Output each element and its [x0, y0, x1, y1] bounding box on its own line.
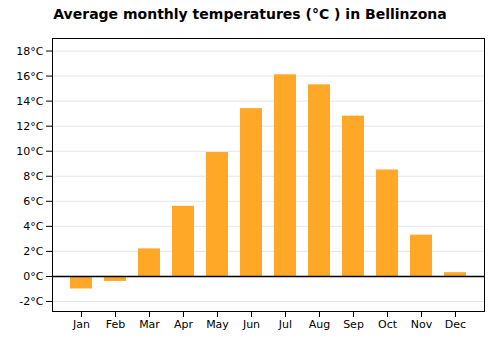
svg-text:4°C: 4°C [23, 220, 43, 233]
svg-text:Oct: Oct [378, 318, 398, 331]
svg-text:Jun: Jun [242, 318, 260, 331]
svg-text:Mar: Mar [139, 318, 160, 331]
svg-text:16°C: 16°C [16, 70, 43, 83]
svg-text:Jul: Jul [278, 318, 292, 331]
svg-text:Apr: Apr [174, 318, 194, 331]
svg-text:Sep: Sep [343, 318, 364, 331]
svg-text:14°C: 14°C [16, 95, 43, 108]
svg-text:0°C: 0°C [23, 270, 43, 283]
svg-text:Nov: Nov [411, 318, 433, 331]
svg-text:2°C: 2°C [23, 245, 43, 258]
svg-text:Feb: Feb [106, 318, 125, 331]
svg-text:Aug: Aug [309, 318, 330, 331]
svg-text:Jan: Jan [72, 318, 90, 331]
svg-text:8°C: 8°C [23, 170, 43, 183]
html-text:Average monthly temperatures (: Average monthly temperatures (°C ) in Be… [53, 6, 447, 22]
svg-text:6°C: 6°C [23, 195, 43, 208]
svg-text:May: May [206, 318, 229, 331]
svg-text:18°C: 18°C [16, 45, 43, 58]
svg-text:-2°C: -2°C [19, 295, 43, 308]
svg-text:Dec: Dec [445, 318, 466, 331]
svg-text:10°C: 10°C [16, 145, 43, 158]
svg-text:12°C: 12°C [16, 120, 43, 133]
